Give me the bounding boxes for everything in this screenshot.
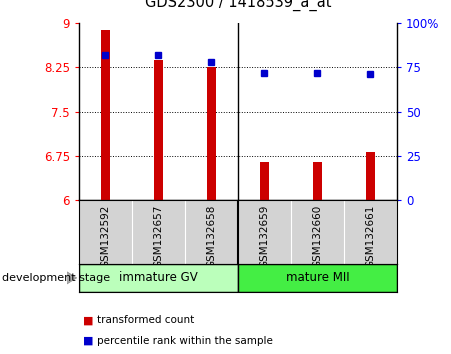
Text: GSM132658: GSM132658 [207, 205, 216, 268]
Text: mature MII: mature MII [285, 272, 349, 284]
Text: development stage: development stage [2, 273, 110, 283]
Bar [366, 152, 375, 200]
Bar [260, 162, 269, 200]
Text: GSM132660: GSM132660 [313, 205, 322, 268]
Text: ■: ■ [83, 315, 93, 325]
Text: GSM132659: GSM132659 [259, 205, 269, 268]
Text: transformed count: transformed count [97, 315, 194, 325]
Text: GSM132657: GSM132657 [153, 205, 163, 268]
Text: GDS2300 / 1418539_a_at: GDS2300 / 1418539_a_at [145, 0, 331, 11]
Polygon shape [67, 272, 77, 284]
Text: GSM132661: GSM132661 [365, 205, 375, 268]
Bar [238, 264, 397, 292]
Bar [207, 67, 216, 200]
Bar [101, 30, 110, 200]
Text: ■: ■ [83, 336, 93, 346]
Bar [79, 264, 238, 292]
Bar [313, 162, 322, 200]
Text: GSM132592: GSM132592 [101, 205, 110, 268]
Text: percentile rank within the sample: percentile rank within the sample [97, 336, 273, 346]
Text: immature GV: immature GV [119, 272, 198, 284]
Bar [154, 59, 163, 200]
